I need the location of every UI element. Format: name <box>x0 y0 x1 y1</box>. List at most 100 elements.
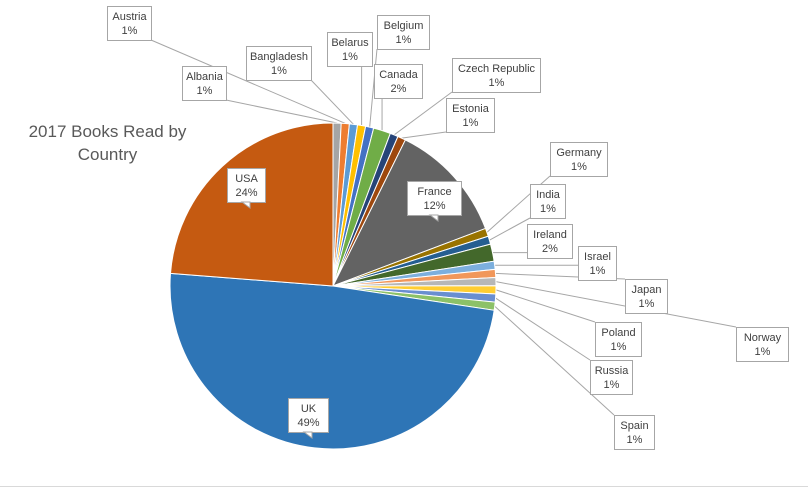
callout-belgium: Belgium 1% <box>377 15 430 50</box>
percent-label: 2% <box>542 243 558 255</box>
leader-line-belgium <box>369 48 378 128</box>
percent-label: 1% <box>611 341 627 353</box>
category-label: Israel <box>584 251 611 263</box>
callout-austria: Austria 1% <box>107 6 152 41</box>
callout-box <box>452 58 541 93</box>
callout-bangladesh: Bangladesh 1% <box>246 46 312 81</box>
category-label: Belgium <box>384 20 424 32</box>
category-label: Japan <box>632 284 662 296</box>
callout-box <box>590 360 633 395</box>
callout-poland: Poland 1% <box>595 322 642 357</box>
callout-albania: Albania 1% <box>182 66 227 101</box>
category-label: Bangladesh <box>250 51 308 63</box>
category-label: USA <box>235 173 258 185</box>
callout-pointer <box>302 431 313 439</box>
callout-japan: Japan 1% <box>625 279 668 314</box>
callout-norway: Norway 1% <box>736 327 789 362</box>
callout-czech-republic: Czech Republic 1% <box>452 58 541 93</box>
percent-label: 1% <box>463 117 479 129</box>
callout-spain: Spain 1% <box>614 415 655 450</box>
callout-uk: UK 49% <box>288 398 329 439</box>
percent-label: 12% <box>423 200 445 212</box>
leader-line-norway <box>495 281 737 328</box>
callout-box <box>578 246 617 281</box>
leader-line-albania <box>225 99 338 124</box>
callout-box <box>736 327 789 362</box>
leader-line-bangladesh <box>310 79 354 125</box>
percent-label: 1% <box>590 265 606 277</box>
percent-label: 1% <box>122 25 138 37</box>
percent-label: 1% <box>571 161 587 173</box>
callout-russia: Russia 1% <box>590 360 633 395</box>
percent-label: 49% <box>297 417 319 429</box>
callout-ireland: Ireland 2% <box>527 224 573 259</box>
callout-box <box>327 32 373 67</box>
callout-india: India 1% <box>530 184 566 219</box>
callout-box <box>107 6 152 41</box>
percent-label: 1% <box>342 51 358 63</box>
callout-box <box>182 66 227 101</box>
percent-label: 1% <box>271 65 287 77</box>
percent-label: 24% <box>235 187 257 199</box>
callout-box <box>407 181 462 216</box>
category-label: India <box>536 189 561 201</box>
pie-slices <box>169 122 497 450</box>
callout-israel: Israel 1% <box>578 246 617 281</box>
slice-usa <box>169 122 334 287</box>
callout-box <box>377 15 430 50</box>
slice-uk <box>169 272 495 450</box>
callout-box <box>527 224 573 259</box>
callout-box <box>246 46 312 81</box>
callout-box <box>530 184 566 219</box>
callout-box <box>614 415 655 450</box>
leader-line-austria <box>150 39 346 124</box>
leader-line-estonia <box>401 131 447 139</box>
callout-pointer <box>428 214 439 222</box>
callout-pointer <box>240 201 251 209</box>
percent-label: 2% <box>391 83 407 95</box>
percent-label: 1% <box>197 85 213 97</box>
category-label: Poland <box>601 327 635 339</box>
leader-line-poland <box>495 289 596 323</box>
callout-france: France 12% <box>407 181 462 222</box>
category-label: Czech Republic <box>458 63 536 75</box>
category-label: Estonia <box>452 103 490 115</box>
category-label: Russia <box>595 365 630 377</box>
callout-box <box>374 64 423 99</box>
callout-box <box>446 98 495 133</box>
leader-line-czech-republic <box>393 91 453 136</box>
callout-usa: USA 24% <box>227 168 266 209</box>
category-label: Belarus <box>331 37 369 49</box>
category-label: Austria <box>112 11 147 23</box>
leader-line-india <box>489 217 531 241</box>
data-callouts: Albania1%Austria1%Bangladesh1%Belarus1%B… <box>107 6 789 450</box>
percent-label: 1% <box>755 346 771 358</box>
leader-line-spain <box>494 305 615 416</box>
percent-label: 1% <box>627 434 643 446</box>
percent-label: 1% <box>540 203 556 215</box>
chart-title: 2017 Books Read by Country <box>28 122 187 164</box>
callout-belarus: Belarus 1% <box>327 32 373 67</box>
category-label: Norway <box>744 332 782 344</box>
category-label: Albania <box>186 71 224 83</box>
category-label: UK <box>301 403 317 415</box>
percent-label: 1% <box>396 34 412 46</box>
callout-germany: Germany 1% <box>550 142 608 177</box>
callout-estonia: Estonia 1% <box>446 98 495 133</box>
category-label: France <box>417 186 451 198</box>
percent-label: 1% <box>489 77 505 89</box>
percent-label: 1% <box>639 298 655 310</box>
callout-box <box>550 142 608 177</box>
percent-label: 1% <box>604 379 620 391</box>
divider <box>0 486 808 487</box>
leader-lines <box>150 39 737 416</box>
category-label: Germany <box>556 147 602 159</box>
leader-line-russia <box>495 297 591 361</box>
callout-box <box>595 322 642 357</box>
callout-box <box>625 279 668 314</box>
category-label: Ireland <box>533 229 567 241</box>
callout-canada: Canada 2% <box>374 64 423 99</box>
category-label: Spain <box>620 420 648 432</box>
category-label: Canada <box>379 69 418 81</box>
